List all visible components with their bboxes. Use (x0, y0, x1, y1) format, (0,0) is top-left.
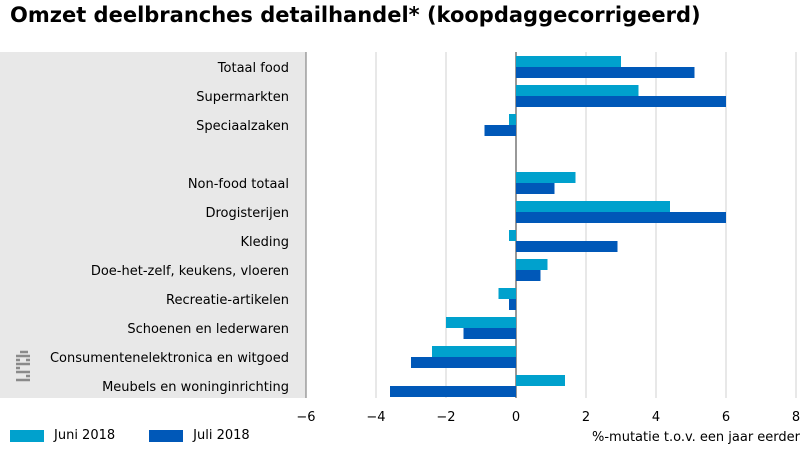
category-label: Speciaalzaken (196, 119, 289, 134)
bar-juli (516, 183, 555, 194)
bar-juli (411, 357, 516, 368)
x-tick-label: 4 (652, 410, 660, 425)
x-tick-label: −4 (366, 410, 385, 425)
bar-juni (516, 85, 639, 96)
category-label: Supermarkten (196, 90, 289, 105)
category-labels: Totaal food Supermarkten Speciaalzaken Non-… (50, 61, 289, 395)
legend-label-juni: Juni 2018 (54, 428, 116, 443)
legend-swatch-juni (10, 429, 44, 442)
category-panel (0, 52, 306, 398)
category-label: Consumentenelektronica en witgoed (50, 351, 289, 366)
bar-juli (516, 212, 726, 223)
bars (390, 56, 726, 397)
category-label: Recreatie-artikelen (166, 293, 289, 308)
x-tick-label: 2 (582, 410, 590, 425)
bar-juni (509, 114, 516, 125)
chart-title: Omzet deelbranches detailhandel* (koopda… (10, 3, 701, 27)
bar-juli (463, 328, 516, 339)
grid-layer (305, 52, 797, 398)
bar-juni (516, 375, 565, 386)
x-tick-label: 0 (512, 410, 520, 425)
legend-swatch-juli (149, 429, 184, 442)
bar-juni (498, 288, 516, 299)
bar-juni (516, 201, 670, 212)
category-label: Non-food totaal (188, 177, 289, 192)
x-tick-label: 8 (792, 410, 800, 425)
bar-juli (516, 270, 541, 281)
bar-juni (446, 317, 516, 328)
bar-juli (484, 125, 516, 136)
bar-juli (390, 386, 516, 397)
bar-juli (509, 299, 516, 310)
category-label: Schoenen en lederwaren (127, 322, 289, 337)
legend-item-juni: Juni 2018 (10, 428, 115, 443)
x-axis-label: %-mutatie t.o.v. een jaar eerder (592, 430, 800, 445)
x-tick-label: −2 (436, 410, 455, 425)
bar-juni (516, 172, 576, 183)
category-label: Drogisterijen (205, 206, 289, 221)
cbs-logo (16, 350, 30, 382)
category-label: Totaal food (217, 61, 289, 76)
bar-juni (516, 259, 548, 270)
bar-juni (516, 56, 621, 67)
category-label: Meubels en woninginrichting (102, 380, 289, 395)
legend-item-juli: Juli 2018 (149, 428, 250, 443)
x-tick-label: 6 (722, 410, 730, 425)
bar-juni (432, 346, 516, 357)
bar-juli (516, 241, 618, 252)
bar-juli (516, 67, 695, 78)
category-label: Doe-het-zelf, keukens, vloeren (91, 264, 289, 279)
bar-juli (516, 96, 726, 107)
category-label: Kleding (241, 235, 290, 250)
bar-juni (509, 230, 516, 241)
x-tick-label: −6 (296, 410, 315, 425)
x-tick-labels: −6 −4 −2 0 2 4 6 8 (296, 410, 800, 425)
legend-label-juli: Juli 2018 (193, 428, 250, 443)
legend: Juni 2018 Juli 2018 (10, 428, 284, 443)
